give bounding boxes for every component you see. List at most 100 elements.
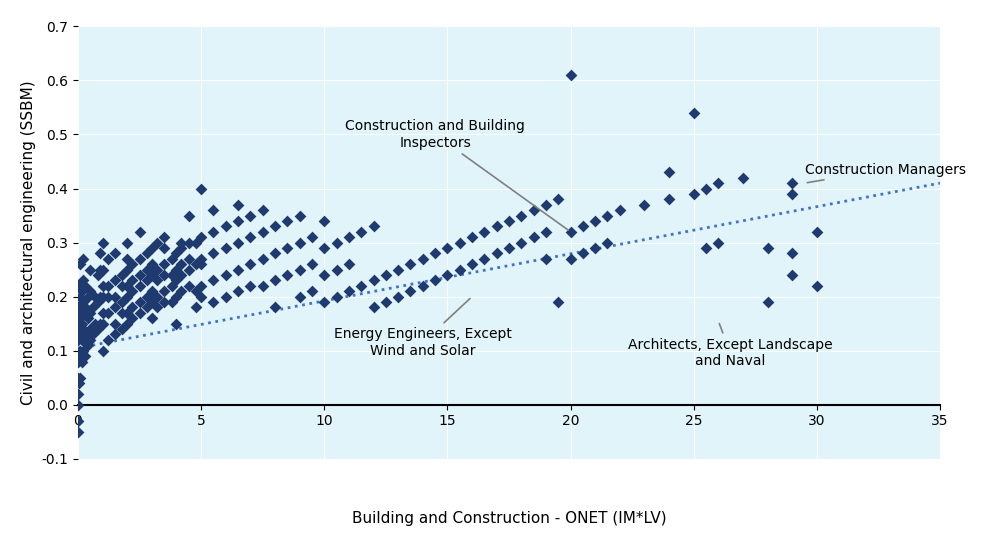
Point: [563, 227, 579, 236]
Point: [476, 255, 492, 263]
Point: [70, 357, 86, 366]
Point: [809, 281, 825, 290]
Point: [218, 271, 234, 280]
Point: [74, 287, 90, 295]
Point: [71, 330, 87, 339]
Point: [80, 341, 96, 350]
Point: [119, 255, 135, 263]
Point: [92, 265, 108, 274]
Point: [71, 303, 87, 312]
Point: [107, 276, 123, 285]
Point: [427, 276, 443, 285]
Point: [316, 244, 332, 252]
Point: [181, 238, 197, 247]
X-axis label: Building and Construction - ONET (IM*LV): Building and Construction - ONET (IM*LV): [352, 511, 666, 526]
Point: [144, 260, 160, 269]
Point: [114, 325, 130, 334]
Point: [77, 330, 93, 339]
Point: [119, 292, 135, 301]
Point: [82, 308, 98, 317]
Point: [735, 173, 751, 182]
Point: [489, 249, 505, 258]
Point: [316, 271, 332, 280]
Point: [72, 303, 88, 312]
Point: [563, 255, 579, 263]
Point: [70, 427, 86, 436]
Point: [242, 211, 258, 220]
Point: [90, 271, 106, 280]
Point: [526, 206, 542, 215]
Point: [550, 195, 566, 204]
Point: [173, 260, 189, 269]
Point: [75, 255, 91, 263]
Point: [74, 308, 90, 317]
Point: [149, 292, 165, 301]
Point: [698, 184, 714, 193]
Point: [132, 298, 148, 306]
Point: [279, 244, 295, 252]
Point: [476, 227, 492, 236]
Point: [439, 244, 455, 252]
Point: [242, 260, 258, 269]
Point: [100, 336, 116, 344]
Point: [255, 206, 271, 215]
Point: [92, 292, 108, 301]
Point: [74, 336, 90, 344]
Point: [75, 325, 91, 334]
Point: [70, 336, 86, 344]
Point: [100, 308, 116, 317]
Point: [501, 244, 517, 252]
Point: [119, 265, 135, 274]
Point: [72, 314, 88, 323]
Point: [205, 276, 221, 285]
Point: [95, 281, 111, 290]
Point: [74, 319, 90, 328]
Point: [267, 303, 283, 312]
Point: [144, 244, 160, 252]
Point: [164, 281, 180, 290]
Point: [173, 244, 189, 252]
Point: [575, 222, 591, 231]
Point: [501, 216, 517, 225]
Point: [809, 227, 825, 236]
Point: [292, 292, 308, 301]
Point: [119, 281, 135, 290]
Point: [784, 179, 800, 187]
Point: [205, 206, 221, 215]
Point: [156, 271, 172, 280]
Point: [181, 255, 197, 263]
Point: [75, 298, 91, 306]
Point: [173, 287, 189, 295]
Point: [95, 292, 111, 301]
Point: [329, 265, 345, 274]
Point: [366, 222, 382, 231]
Point: [304, 260, 320, 269]
Point: [329, 238, 345, 247]
Point: [205, 249, 221, 258]
Point: [188, 287, 204, 295]
Point: [464, 260, 480, 269]
Point: [75, 346, 91, 355]
Point: [82, 336, 98, 344]
Point: [85, 330, 101, 339]
Point: [218, 222, 234, 231]
Point: [193, 184, 209, 193]
Point: [205, 298, 221, 306]
Point: [70, 390, 86, 398]
Point: [230, 216, 246, 225]
Point: [114, 271, 130, 280]
Point: [193, 233, 209, 241]
Point: [156, 260, 172, 269]
Point: [489, 222, 505, 231]
Point: [124, 303, 140, 312]
Point: [71, 352, 87, 360]
Point: [107, 330, 123, 339]
Point: [80, 314, 96, 323]
Point: [168, 292, 184, 301]
Point: [164, 255, 180, 263]
Point: [341, 260, 357, 269]
Point: [255, 281, 271, 290]
Point: [144, 298, 160, 306]
Point: [144, 271, 160, 280]
Point: [230, 287, 246, 295]
